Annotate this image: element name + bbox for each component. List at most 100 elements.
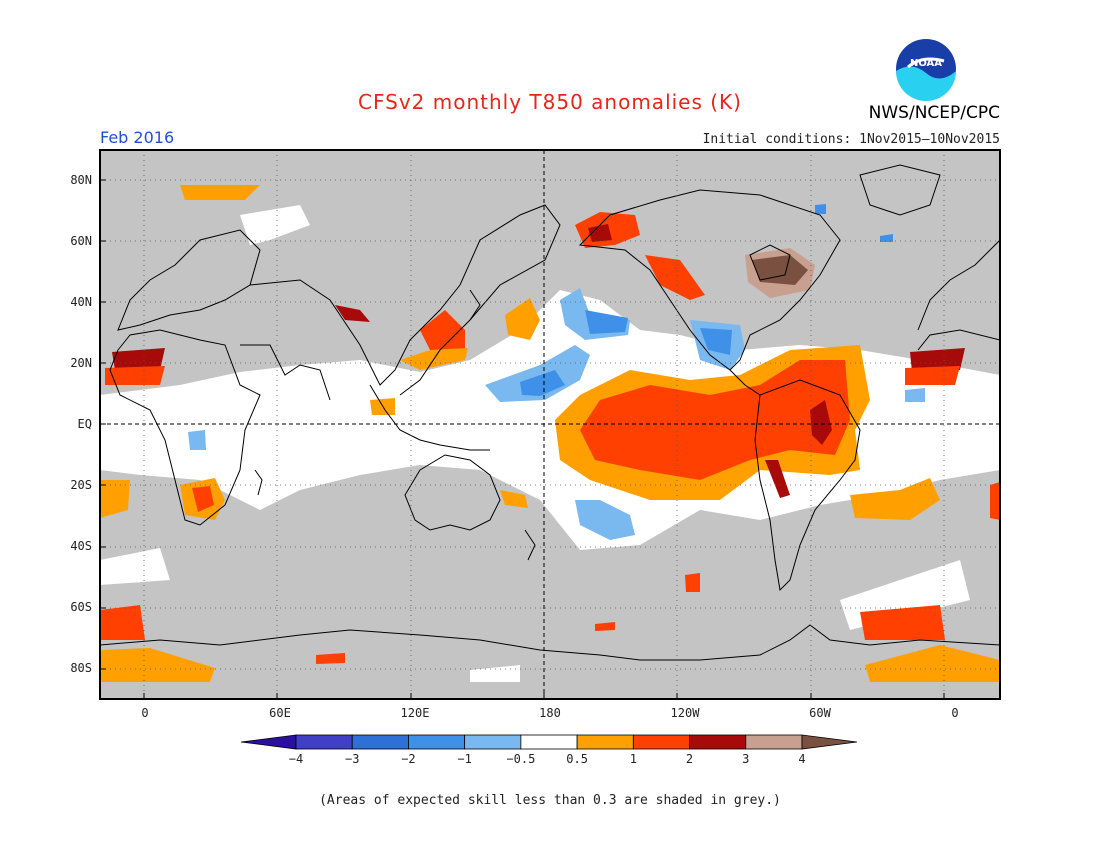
coastlines (100, 164, 1000, 661)
warm-anomaly-east-australia (500, 490, 528, 508)
warm-anomaly-s-indian-small (595, 622, 615, 631)
warm-anomaly-north-atlantic (180, 185, 260, 200)
colorbar-cell-2 (408, 734, 466, 750)
forecast-period: Feb 2016 (100, 128, 175, 147)
lon-label-5: 60W (809, 706, 831, 720)
warm-anomaly-andes-strong (765, 460, 790, 498)
colorbar-cell-5 (576, 734, 634, 750)
warm-anomaly-east-asia (420, 310, 465, 350)
coastline-hudson-bay (749, 244, 791, 281)
colorbar-label-4: −0.5 (506, 752, 536, 766)
warm-anomaly-antarctic-west (100, 605, 145, 640)
lat-label-60s: 60S (70, 599, 92, 614)
colorbar-cell-3 (464, 734, 522, 750)
neutral-patch-antarctic (470, 665, 520, 682)
colorbar-min-arrow (240, 734, 297, 750)
warm-anomaly-s-atlantic (850, 478, 940, 520)
lon-label-2: 120E (400, 706, 430, 720)
lon-label-3: 180 (539, 706, 561, 720)
coastline-se-asia (369, 384, 490, 451)
lat-label-40n: 40N (70, 294, 92, 309)
coastline-north-america (578, 189, 841, 371)
coastline-antarctica (100, 624, 1000, 661)
cool-anomaly-atlantic (905, 388, 925, 402)
warm-anomaly-pacific-core (580, 360, 850, 480)
colorbar-cell-0 (295, 734, 353, 750)
warm-anomaly-sahara-east-rim (905, 366, 960, 385)
warm-anomaly-nw-pacific (505, 298, 540, 340)
lon-label-6: 0 (951, 706, 959, 720)
warm-anomaly-sahara-rim (105, 366, 165, 385)
coastline-australia (404, 454, 501, 531)
coastline-europe-copy (917, 239, 1000, 331)
coastline-japan (469, 289, 481, 321)
colorbar-cell-4 (520, 734, 578, 750)
lat-label-60n: 60N (70, 233, 92, 248)
equator-dateline (100, 150, 1000, 699)
lon-label-1: 60E (269, 706, 291, 720)
skill-footnote: (Areas of expected skill less than 0.3 a… (319, 793, 781, 808)
colorbar-label-2: −2 (401, 752, 416, 766)
coastline-africa (109, 329, 261, 526)
warm-anomaly-antarctic-east-rim (865, 645, 1000, 682)
warm-anomaly-s-atlantic-east (990, 482, 1000, 520)
warm-anomaly-southern-africa-core (192, 486, 214, 512)
coastline-greenland (859, 164, 941, 216)
coastline-madagascar (254, 469, 263, 496)
lon-label-4: 120W (670, 706, 700, 720)
warm-anomaly-sw-africa (100, 480, 130, 518)
cool-anomaly-greenland (880, 234, 893, 242)
colorbar-label-6: 1 (629, 752, 637, 766)
colorbar-label-1: −3 (344, 752, 360, 766)
coastline-new-zealand (524, 529, 536, 561)
cool-anomaly-s-pacific (575, 500, 635, 540)
lat-label-40s: 40S (70, 538, 92, 553)
chart-title: CFSv2 monthly T850 anomalies (K) (358, 90, 742, 114)
lat-label-80n: 80N (70, 172, 92, 187)
coastline-africa-copy (917, 329, 1000, 351)
warm-anomaly-s-pacific-small (685, 573, 700, 592)
warm-anomaly-antarctic-east (860, 605, 945, 640)
grid (100, 150, 1000, 699)
colorbar-label-0: −4 (288, 752, 304, 766)
warm-anomaly-alaska-core (588, 224, 612, 242)
colorbar-label-5: 0.5 (566, 752, 588, 766)
colorbar-cell-1 (351, 734, 409, 750)
colorbar-cell-6 (632, 734, 690, 750)
lat-label-eq: EQ (77, 416, 92, 431)
colorbar-max-arrow (801, 734, 858, 750)
colorbar-label-3: −1 (457, 752, 472, 766)
lat-label-20s: 20S (70, 477, 92, 492)
cool-anomaly-mexico-core (700, 328, 732, 355)
axis-ticks (100, 179, 945, 699)
cool-anomaly-africa (188, 430, 206, 450)
warm-anomaly-hudson-bay-core (752, 255, 808, 285)
colorbar-label-8: 3 (742, 752, 750, 766)
initial-conditions: Initial conditions: 1Nov2015–10Nov2015 (702, 132, 1000, 147)
cool-anomaly-central-pacific (485, 345, 590, 402)
colorbar-cell-7 (689, 734, 747, 750)
warm-anomaly-amazon-strong (810, 400, 832, 445)
warm-anomaly-sahara-east (910, 348, 965, 372)
warm-anomaly-antarctic-small (316, 653, 345, 664)
colorbar-cell-8 (745, 734, 803, 750)
lat-label-80s: 80S (70, 660, 92, 675)
warm-anomaly-sahara (112, 348, 165, 370)
warm-anomaly-tibet (335, 305, 370, 322)
neutral-patch-north (240, 205, 310, 245)
warm-anomaly-canada-west (645, 255, 705, 300)
cool-anomaly-north-pacific-core (585, 310, 628, 334)
cool-anomaly-central-pacific-core (520, 370, 565, 396)
warm-anomaly-antarctic-west-rim (100, 648, 215, 682)
coastline-europe (117, 229, 261, 331)
coastline-south-america (754, 379, 861, 592)
cool-anomaly-arctic (815, 204, 826, 214)
coastline-central-america (729, 369, 761, 396)
noaa-logo: NOAA (896, 39, 956, 101)
lat-label-20n: 20N (70, 355, 92, 370)
lon-label-0: 0 (141, 706, 149, 720)
noaa-logo-text: NOAA (910, 58, 942, 69)
colorbar-label-9: 4 (798, 752, 806, 766)
